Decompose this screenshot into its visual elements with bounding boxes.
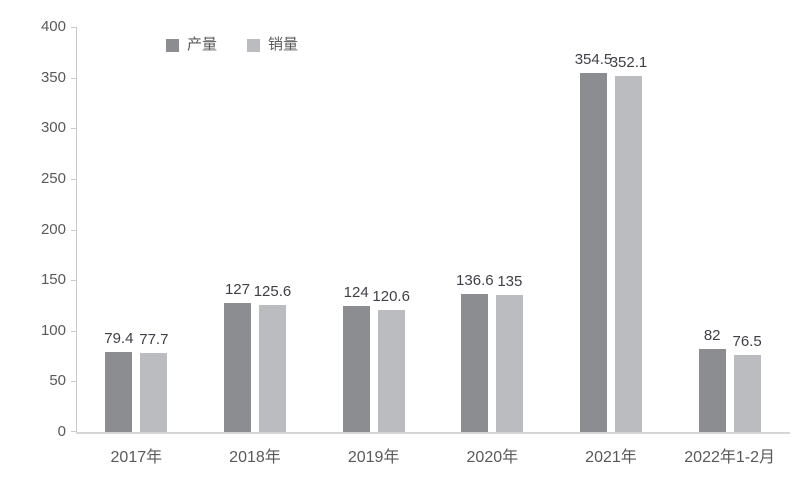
bar-group: 79.4 77.7 2017年 <box>77 27 196 466</box>
bar-value-label: 82 <box>703 326 721 344</box>
legend-label-production: 产量 <box>187 36 218 53</box>
bar-销量 <box>377 309 405 432</box>
y-tick-label: 400 <box>40 18 66 35</box>
y-tick-label: 100 <box>40 321 66 339</box>
bar-wrap: 352.1 <box>610 54 647 432</box>
sales-swatch-icon <box>247 38 261 52</box>
y-tick-mark <box>71 77 76 79</box>
bar-wrap: 125.6 <box>254 283 291 432</box>
bar-wrap: 127 <box>223 281 251 432</box>
bar-产量 <box>698 348 726 432</box>
x-axis-label: 2021年 <box>585 449 637 466</box>
y-tick-mark <box>71 431 76 432</box>
bar-value-label: 124 <box>343 284 369 302</box>
legend-label-sales: 销量 <box>268 36 299 53</box>
y-tick-label: 50 <box>49 372 66 390</box>
y-tick-label: 150 <box>40 271 66 289</box>
bar-wrap: 120.6 <box>372 288 410 432</box>
x-axis-label: 2020年 <box>466 449 519 466</box>
y-tick-mark <box>71 280 76 282</box>
x-axis-label: 2019年 <box>347 449 400 466</box>
bar-wrap: 354.5 <box>575 51 612 432</box>
x-axis-label: 2018年 <box>229 449 281 466</box>
bar-产量 <box>579 73 607 432</box>
bar-group: 136.6 135 2020年 <box>433 27 552 466</box>
y-tick-label: 250 <box>40 169 66 187</box>
bar-产量 <box>461 293 489 432</box>
y-tick-mark <box>71 330 76 332</box>
bar-wrap: 136.6 <box>456 272 494 432</box>
bar-value-label: 127 <box>224 281 250 299</box>
bar-value-label: 76.5 <box>732 332 762 350</box>
bar-wrap: 82 <box>698 327 726 432</box>
y-tick-mark <box>71 229 76 231</box>
bar-group: 124 120.6 2019年 <box>314 27 433 466</box>
bar-value-label: 79.4 <box>104 329 134 347</box>
bar-销量 <box>258 304 286 432</box>
bar-wrap: 77.7 <box>139 331 168 432</box>
legend-item-sales: 销量 <box>247 37 298 53</box>
y-tick-label: 300 <box>40 119 66 137</box>
legend-item-production: 产量 <box>166 37 217 53</box>
bar-group: 127 125.6 2018年 <box>196 27 315 466</box>
bar-group: 354.5 352.1 2021年 <box>552 27 671 466</box>
y-tick-mark <box>71 178 76 180</box>
bar-value-label: 136.6 <box>456 271 494 289</box>
bar-产量 <box>223 303 251 432</box>
bar-value-label: 120.6 <box>372 287 410 305</box>
y-tick-mark <box>71 381 76 383</box>
y-tick-mark <box>71 128 76 130</box>
production-swatch-icon <box>166 38 179 52</box>
bar-销量 <box>733 354 761 432</box>
x-axis-label: 2022年1-2月 <box>684 449 776 466</box>
bar-产量 <box>105 351 133 432</box>
bar-value-label: 77.7 <box>139 331 169 349</box>
y-tick-mark <box>71 27 76 28</box>
x-axis-line <box>76 432 790 434</box>
bar-销量 <box>496 295 524 432</box>
bar-销量 <box>614 75 642 432</box>
x-axis-label: 2017年 <box>110 449 163 466</box>
y-tick-label: 0 <box>57 423 66 440</box>
bar-value-label: 352.1 <box>609 53 648 71</box>
bar-wrap: 79.4 <box>104 330 133 432</box>
bar-value-label: 135 <box>497 273 523 291</box>
bar-wrap: 135 <box>496 273 524 432</box>
bar-wrap: 76.5 <box>733 333 762 432</box>
y-tick-label: 350 <box>40 68 66 86</box>
legend: 产量 销量 <box>166 37 298 53</box>
bar-产量 <box>342 306 370 432</box>
bar-value-label: 125.6 <box>253 282 292 300</box>
y-tick-label: 200 <box>40 220 66 238</box>
plot-area: 0 50 100 150 200 250 300 350 400 79.4 77.7 2017年 127… <box>41 18 790 466</box>
bar-value-label: 354.5 <box>574 51 613 69</box>
bar-wrap: 124 <box>342 284 370 432</box>
bar-group: 82 76.5 2022年1-2月 <box>670 27 789 466</box>
bar-销量 <box>140 353 168 432</box>
